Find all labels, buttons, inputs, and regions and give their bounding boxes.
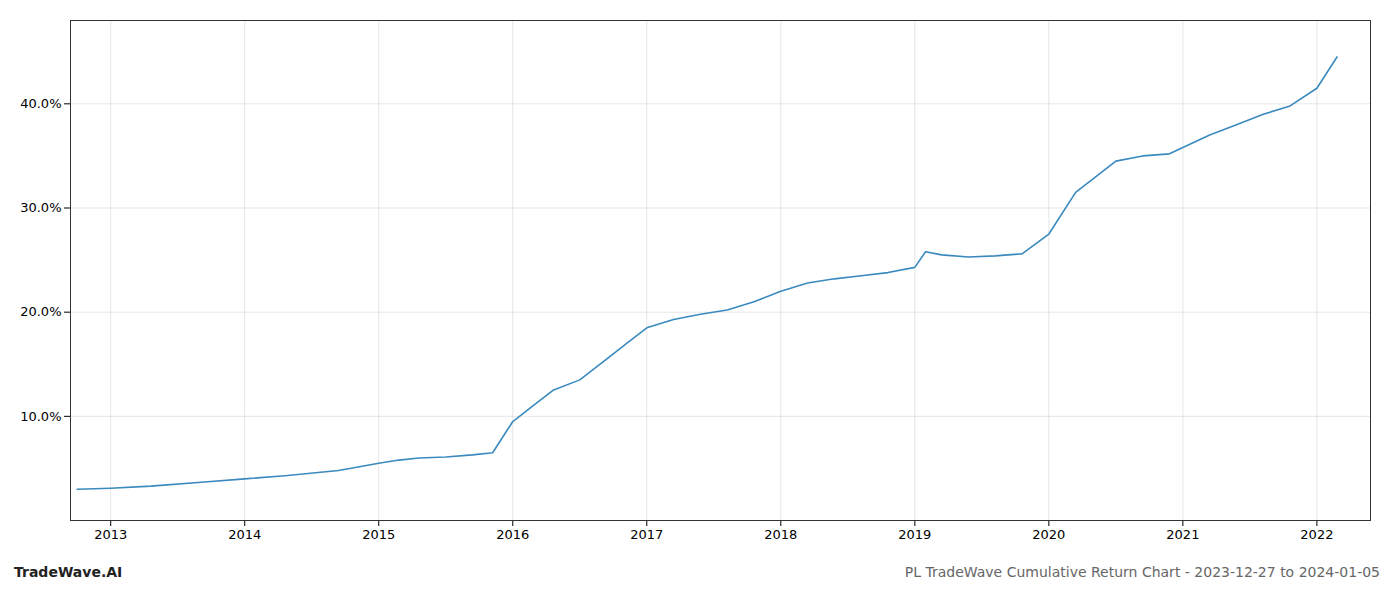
- svg-text:2015: 2015: [362, 527, 395, 542]
- html-text:TradeWave.AI: TradeWave.AI: [14, 564, 123, 580]
- svg-text:2018: 2018: [764, 527, 797, 542]
- svg-text:2021: 2021: [1166, 527, 1199, 542]
- svg-text:2020: 2020: [1032, 527, 1065, 542]
- svg-text:2017: 2017: [630, 527, 663, 542]
- svg-text:10.0%: 10.0%: [20, 408, 61, 423]
- svg-text:20.0%: 20.0%: [20, 304, 61, 319]
- svg-text:2016: 2016: [496, 527, 529, 542]
- svg-text:2022: 2022: [1300, 527, 1333, 542]
- svg-text:2014: 2014: [228, 527, 261, 542]
- svg-text:30.0%: 30.0%: [20, 200, 61, 215]
- svg-text:2019: 2019: [898, 527, 931, 542]
- html-text:PL TradeWave Cumulative Return: PL TradeWave Cumulative Return Chart - 2…: [904, 564, 1380, 580]
- svg-text:2013: 2013: [94, 527, 127, 542]
- svg-text:40.0%: 40.0%: [20, 96, 61, 111]
